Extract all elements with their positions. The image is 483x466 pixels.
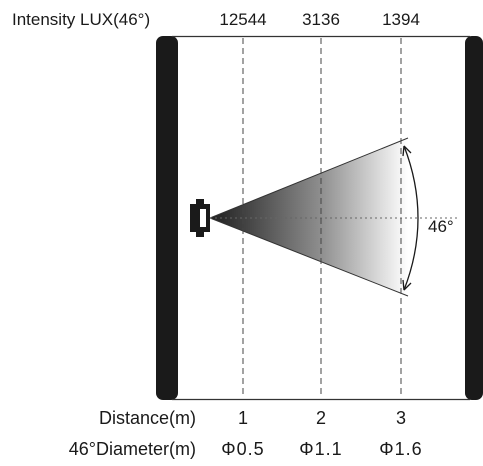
- beam-edge-top: [209, 137, 409, 219]
- beam-angle-label: 46°: [428, 217, 454, 236]
- distance-value-3: 3: [396, 408, 406, 428]
- diameter-value-3: Φ1.6: [379, 439, 422, 459]
- left-wall: [156, 36, 178, 400]
- distance-label: Distance(m): [99, 408, 196, 428]
- arc-arrow-bottom-icon: [402, 279, 412, 291]
- diameter-value-2: Φ1.1: [299, 439, 342, 459]
- intensity-value-3m: 1394: [382, 10, 420, 29]
- light-fixture-icon: [190, 199, 210, 237]
- beam-angle-arc: [403, 145, 419, 291]
- intensity-value-2m: 3136: [302, 10, 340, 29]
- distance-value-1: 1: [238, 408, 248, 428]
- light-beam: [210, 138, 408, 296]
- diameter-label: 46°Diameter(m): [69, 439, 196, 459]
- intensity-value-1m: 12544: [219, 10, 266, 29]
- right-wall: [465, 36, 483, 400]
- intensity-label: Intensity LUX(46°): [12, 10, 150, 29]
- arc-arrow-top-icon: [402, 145, 412, 157]
- diameter-value-1: Φ0.5: [221, 439, 264, 459]
- distance-value-2: 2: [316, 408, 326, 428]
